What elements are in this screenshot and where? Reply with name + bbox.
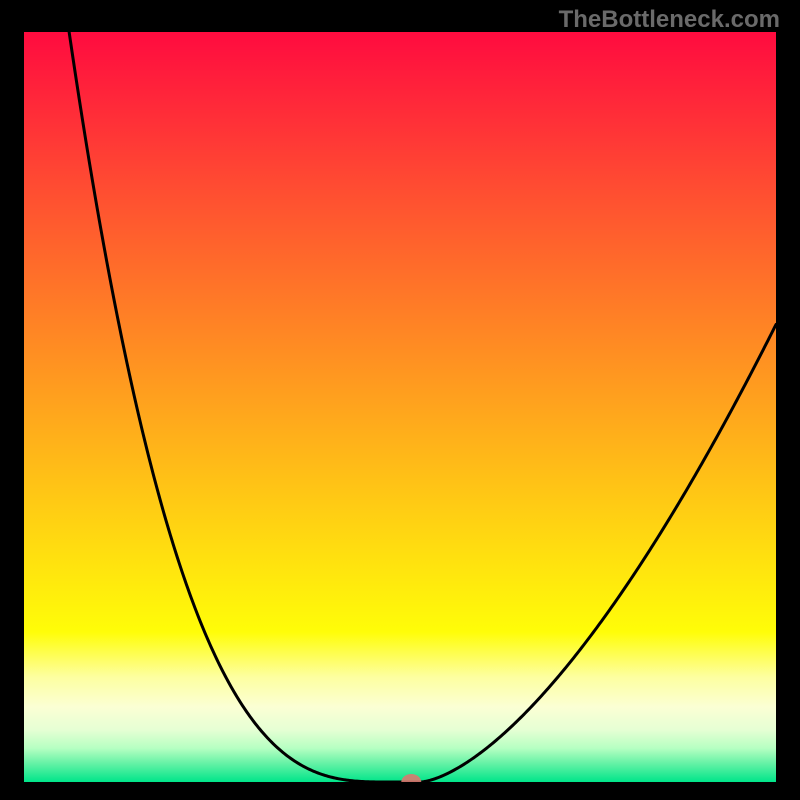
bottleneck-chart xyxy=(24,32,776,782)
chart-container: TheBottleneck.com xyxy=(0,0,800,800)
watermark-text: TheBottleneck.com xyxy=(559,6,780,34)
